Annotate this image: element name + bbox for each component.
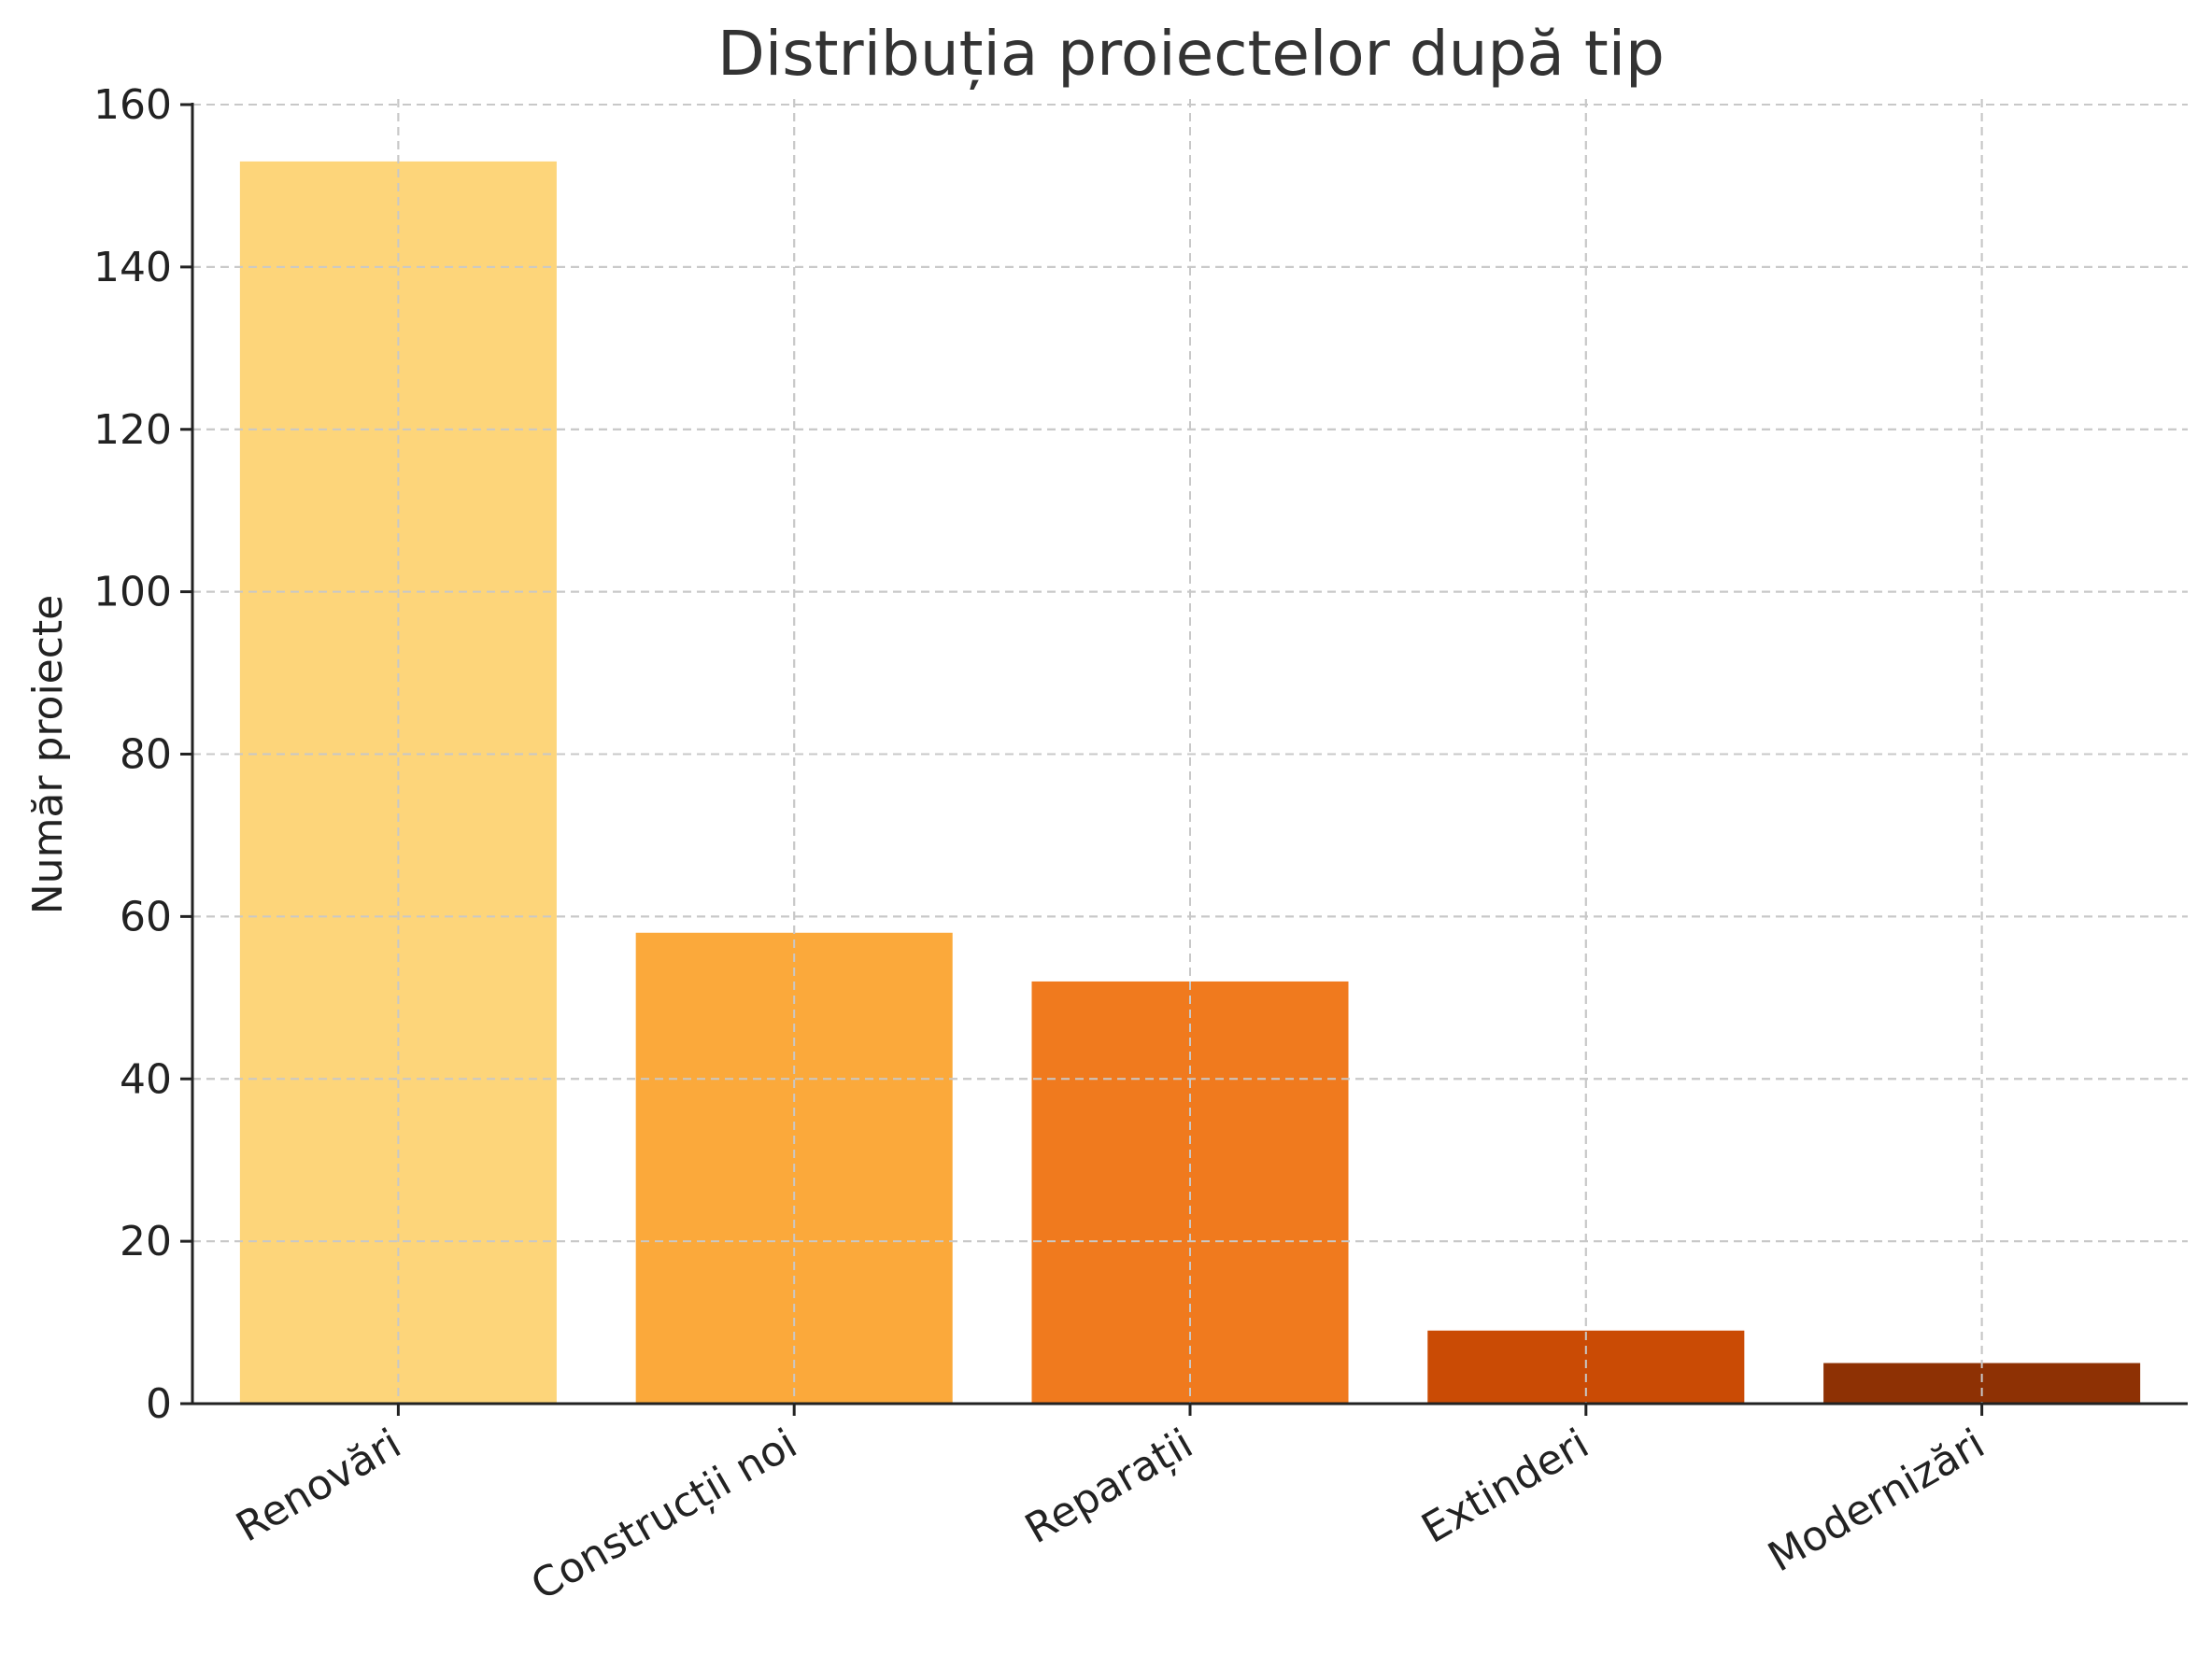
y-axis-title: Număr proiecte bbox=[24, 595, 72, 914]
y-tick-label: 40 bbox=[120, 1055, 172, 1103]
x-tick-label: Construcții noi bbox=[523, 1420, 804, 1609]
bar-renovări bbox=[239, 161, 557, 1405]
y-tick-label: 120 bbox=[93, 406, 172, 454]
x-tick-label: Extinderi bbox=[1414, 1420, 1597, 1552]
y-tick-label: 140 bbox=[93, 244, 172, 291]
y-tick-label: 80 bbox=[120, 731, 172, 779]
y-tick-label: 160 bbox=[93, 81, 172, 129]
y-tick-label: 0 bbox=[146, 1380, 172, 1428]
y-tick-label: 60 bbox=[120, 893, 172, 940]
chart-title: Distribuția proiectelor după tip bbox=[717, 18, 1665, 90]
y-ticks: 0 20 40 60 80 100 120 140 160 bbox=[93, 81, 192, 1428]
bar-modernizări bbox=[1823, 1363, 2141, 1404]
bars bbox=[192, 99, 2188, 1405]
x-tick-label: Modernizări bbox=[1760, 1420, 1992, 1581]
x-tick-label: Renovări bbox=[229, 1420, 409, 1551]
y-tick-label: 20 bbox=[120, 1218, 172, 1265]
x-tick-label: Reparații bbox=[1017, 1420, 1200, 1553]
y-tick-label: 100 bbox=[93, 569, 172, 616]
x-ticks: Renovări Construcții noi Reparații Extinder… bbox=[229, 1404, 1992, 1610]
